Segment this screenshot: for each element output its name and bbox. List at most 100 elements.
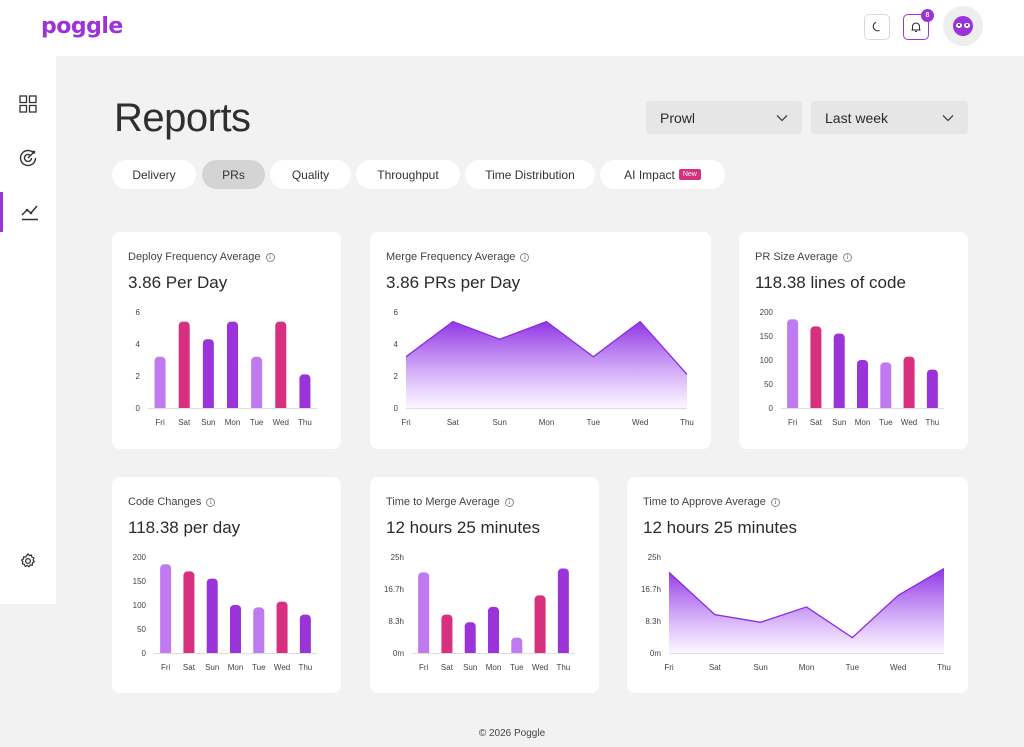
y-tick-label: 100: [133, 601, 147, 610]
theme-toggle-button[interactable]: [864, 14, 890, 40]
bar[interactable]: [230, 605, 241, 653]
tab-quality[interactable]: Quality: [270, 160, 351, 189]
bar[interactable]: [253, 607, 265, 653]
area-fill: [669, 568, 944, 653]
bar[interactable]: [299, 374, 311, 408]
bar[interactable]: [418, 572, 430, 653]
bar[interactable]: [251, 356, 263, 408]
y-tick-label: 6: [394, 308, 399, 317]
area-line[interactable]: [668, 567, 945, 639]
tab-time-distribution[interactable]: Time Distribution: [465, 160, 595, 189]
info-icon[interactable]: i: [520, 252, 530, 262]
bar[interactable]: [299, 614, 311, 653]
y-tick-label: 2: [136, 372, 141, 381]
pr-size-card: PR Size Average i 118.38 lines of code 0 5…: [739, 232, 968, 449]
y-tick-label: 100: [760, 356, 774, 365]
x-tick-label: Sun: [754, 663, 768, 672]
bar-base: [227, 404, 238, 408]
info-icon[interactable]: i: [206, 497, 216, 507]
x-tick-label: Sat: [441, 663, 454, 672]
area-line[interactable]: [405, 320, 688, 375]
bar[interactable]: [178, 321, 190, 408]
info-icon[interactable]: i: [770, 497, 780, 507]
bar[interactable]: [183, 571, 195, 653]
bell-icon: [911, 22, 921, 33]
logo[interactable]: poggle: [41, 14, 123, 39]
card-value: 3.86 Per Day: [128, 273, 228, 292]
bar[interactable]: [810, 326, 822, 408]
sidebar-item-dashboard[interactable]: [0, 84, 56, 124]
code-changes-card: Code Changes i 118.38 per day 0 50 100 150 20…: [112, 477, 341, 693]
chart-svg: 0 2 4 6 Fri Sat Sun Mon Tue Wed Thu: [394, 308, 694, 427]
y-tick-label: 200: [760, 308, 774, 317]
x-tick-label: Fri: [161, 663, 171, 672]
bar-base: [880, 404, 892, 408]
bar-base: [230, 649, 241, 653]
chart-line-icon: [20, 205, 38, 221]
y-tick-label: 2: [394, 372, 399, 381]
x-tick-label: Wed: [274, 663, 290, 672]
bar-base: [511, 649, 523, 653]
tab-prs[interactable]: PRs: [202, 160, 265, 189]
bar[interactable]: [534, 595, 546, 653]
notifications-button[interactable]: 8: [903, 9, 934, 40]
chevron-down-icon: [942, 114, 954, 121]
bar[interactable]: [857, 360, 868, 408]
bar[interactable]: [441, 614, 453, 653]
info-icon[interactable]: i: [504, 497, 514, 507]
bar[interactable]: [202, 339, 214, 408]
x-tick-label: Sat: [447, 418, 460, 427]
y-tick-label: 50: [137, 625, 146, 634]
y-tick-label: 150: [760, 332, 774, 341]
bar[interactable]: [464, 622, 476, 653]
y-tick-label: 0: [136, 404, 141, 413]
card-title: Deploy Frequency Average: [128, 251, 261, 263]
user-avatar-button[interactable]: [943, 6, 983, 46]
x-tick-label: Wed: [632, 418, 648, 427]
info-icon[interactable]: i: [842, 252, 852, 262]
bar[interactable]: [903, 356, 915, 408]
bar-base: [557, 649, 569, 653]
x-tick-label: Mon: [799, 663, 815, 672]
bar[interactable]: [227, 321, 238, 408]
time-to-approve-card: Time to Approve Average i 12 hours 25 min…: [627, 477, 968, 693]
team-select[interactable]: Prowl: [646, 101, 802, 134]
bar[interactable]: [160, 564, 172, 653]
y-tick-label: 0: [394, 404, 399, 413]
card-title: Code Changes: [128, 496, 202, 508]
bar[interactable]: [276, 601, 288, 653]
bar[interactable]: [488, 606, 499, 653]
info-icon[interactable]: i: [265, 252, 275, 262]
x-tick-label: Thu: [298, 418, 312, 427]
card-title: Merge Frequency Average: [386, 251, 516, 263]
sidebar-item-reports[interactable]: [0, 192, 56, 232]
bar[interactable]: [926, 369, 938, 408]
bar[interactable]: [275, 321, 287, 408]
x-tick-label: Sat: [183, 663, 196, 672]
x-tick-label: Wed: [901, 418, 917, 427]
bar-base: [253, 649, 265, 653]
bar[interactable]: [880, 362, 892, 408]
x-tick-label: Tue: [846, 663, 860, 672]
x-tick-label: Wed: [532, 663, 548, 672]
bar[interactable]: [833, 333, 845, 408]
bar-base: [206, 649, 218, 653]
date-range-select[interactable]: Last week: [811, 101, 968, 134]
bar[interactable]: [206, 578, 218, 653]
team-select-value: Prowl: [660, 109, 696, 126]
tab-ai-impact[interactable]: AI Impact New: [600, 160, 725, 189]
bar[interactable]: [557, 568, 569, 653]
bar[interactable]: [787, 319, 799, 408]
card-title: Time to Merge Average: [386, 496, 500, 508]
sidebar-item-goals[interactable]: [0, 138, 56, 178]
area-fill: [406, 321, 687, 408]
chart-svg: 0 50 100 150 200 Fri Sat Sun Mon Tue Wed Thu: [133, 553, 317, 672]
sidebar-item-settings[interactable]: [0, 541, 56, 581]
x-tick-label: Mon: [855, 418, 871, 427]
x-tick-label: Sat: [810, 418, 823, 427]
bar-base: [418, 649, 430, 653]
bar-base: [787, 404, 799, 408]
tab-throughput[interactable]: Throughput: [356, 160, 460, 189]
bar[interactable]: [154, 356, 166, 408]
tab-delivery[interactable]: Delivery: [112, 160, 196, 189]
